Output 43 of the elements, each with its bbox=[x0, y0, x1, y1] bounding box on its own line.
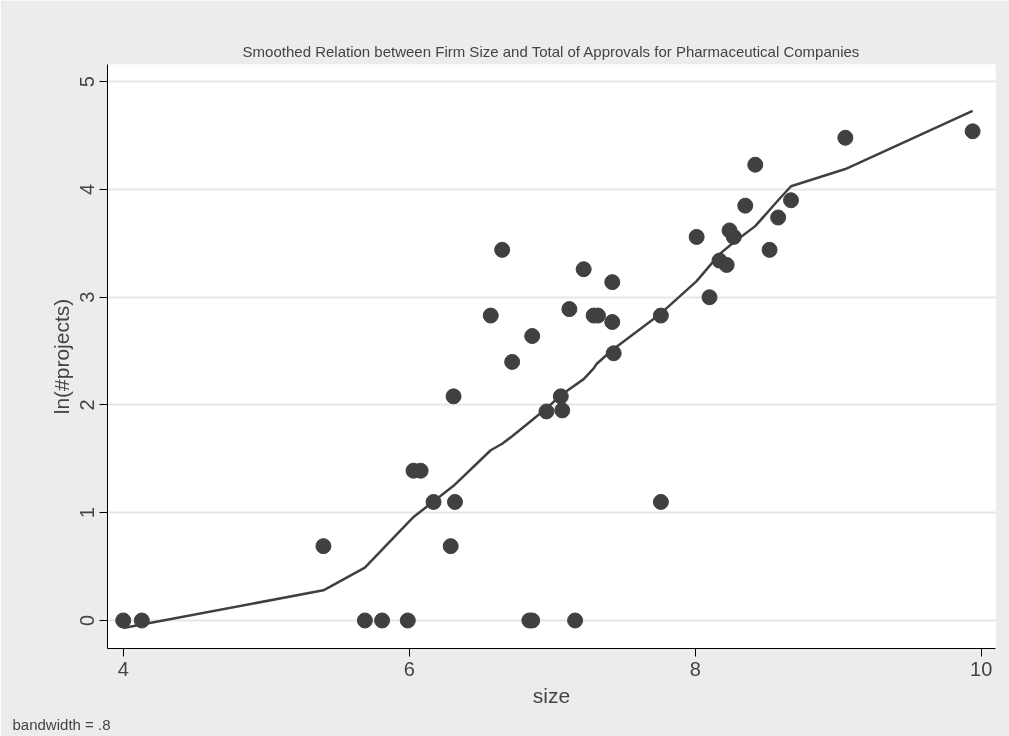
x-tick-label: 10 bbox=[970, 657, 993, 680]
y-tick-label: 5 bbox=[76, 76, 99, 88]
point bbox=[604, 274, 621, 291]
point bbox=[604, 314, 621, 331]
point bbox=[761, 241, 778, 258]
point bbox=[575, 261, 592, 278]
y-tick-label: 4 bbox=[76, 183, 99, 196]
point bbox=[561, 301, 578, 318]
text: bandwidth = .8 bbox=[12, 715, 111, 733]
point bbox=[701, 289, 718, 306]
point bbox=[482, 307, 499, 324]
y-tick-label: 1 bbox=[76, 507, 99, 519]
point bbox=[504, 353, 521, 370]
point bbox=[783, 192, 800, 209]
point bbox=[374, 612, 391, 629]
point bbox=[770, 209, 787, 226]
x-tick-label: 8 bbox=[689, 657, 701, 680]
point bbox=[524, 328, 541, 345]
point bbox=[964, 123, 981, 140]
point bbox=[737, 197, 754, 214]
point bbox=[399, 612, 416, 629]
x-tick-label: 6 bbox=[403, 657, 415, 680]
point bbox=[494, 241, 511, 258]
y-tick-label: 2 bbox=[76, 399, 99, 411]
chart-title: Smoothed Relation between Firm Size and Total of Approvals for Pharmaceutical Companies bbox=[242, 42, 860, 60]
point bbox=[837, 129, 854, 146]
y-tick-label: 0 bbox=[76, 614, 99, 627]
point bbox=[652, 493, 669, 510]
point bbox=[567, 612, 584, 629]
x-axis-title: size bbox=[532, 683, 571, 707]
point bbox=[718, 256, 735, 273]
point bbox=[747, 156, 764, 173]
point bbox=[115, 612, 132, 629]
point bbox=[442, 538, 459, 555]
point bbox=[446, 493, 463, 510]
point bbox=[445, 388, 462, 405]
point bbox=[554, 402, 571, 419]
point bbox=[315, 538, 332, 555]
x-tick-label: 4 bbox=[117, 657, 129, 680]
point bbox=[688, 228, 705, 245]
y-tick-label: 3 bbox=[76, 291, 99, 303]
point bbox=[356, 612, 373, 629]
y-axis-title: ln(#projects) bbox=[49, 298, 73, 415]
